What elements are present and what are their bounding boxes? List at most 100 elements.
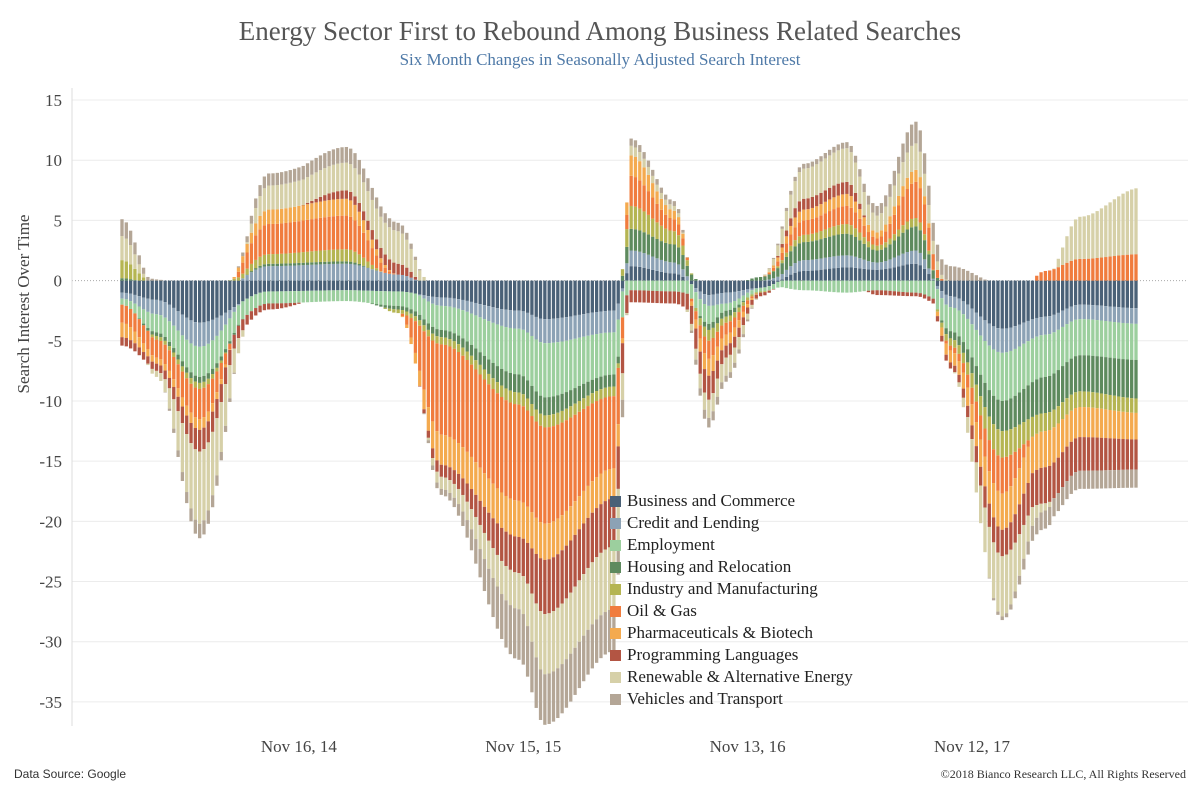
bar-segment: [279, 172, 284, 185]
bar-segment: [884, 231, 888, 243]
bar-segment: [517, 573, 521, 610]
bar-segment: [569, 316, 573, 340]
bar-segment: [163, 340, 167, 345]
bar-segment: [612, 546, 616, 610]
bar-segment: [961, 342, 966, 353]
bar-segment: [875, 238, 879, 246]
bar-segment: [1069, 280, 1073, 307]
bar-segment: [737, 337, 741, 350]
bar-segment: [271, 291, 275, 304]
bar-segment: [875, 232, 879, 239]
bar-segment: [185, 317, 189, 340]
bar-segment: [767, 272, 771, 275]
bar-segment: [487, 478, 491, 513]
bar-segment: [767, 268, 771, 269]
bar-segment: [331, 192, 336, 200]
bar-segment: [1043, 334, 1048, 377]
bar-segment: [418, 280, 422, 295]
bar-segment: [711, 280, 715, 295]
bar-segment: [370, 230, 374, 240]
bar-segment: [914, 121, 918, 144]
bar-segment: [353, 290, 357, 302]
bar-segment: [646, 166, 651, 175]
bar-segment: [1039, 467, 1043, 504]
bar-segment: [521, 538, 525, 577]
bar-segment: [439, 344, 443, 435]
bar-segment: [668, 291, 672, 304]
bar-segment: [185, 280, 189, 318]
bar-segment: [461, 280, 465, 300]
bar-segment: [305, 219, 310, 252]
bar-segment: [1073, 408, 1078, 439]
bar-segment: [840, 148, 845, 183]
bar-segment: [357, 254, 361, 264]
bar-segment: [866, 224, 871, 233]
bar-segment: [651, 197, 655, 219]
bar-segment: [1065, 308, 1069, 325]
bar-segment: [469, 529, 474, 551]
bar-segment: [500, 309, 504, 326]
bar-segment: [879, 249, 884, 263]
bar-segment: [327, 249, 331, 262]
bar-segment: [1104, 306, 1108, 322]
bar-segment: [866, 247, 871, 262]
bar-segment: [927, 296, 931, 301]
bar-segment: [983, 486, 987, 508]
bar-segment: [1004, 280, 1009, 329]
bar-segment: [543, 559, 547, 615]
bar-segment: [784, 276, 789, 281]
bar-segment: [582, 408, 586, 491]
bar-segment: [215, 371, 219, 393]
bar-segment: [922, 153, 927, 174]
bar-segment: [1125, 397, 1130, 413]
bar-segment: [806, 209, 810, 221]
bar-segment: [547, 523, 551, 560]
bar-segment: [487, 512, 491, 541]
bar-segment: [776, 243, 780, 246]
bar-segment: [806, 163, 810, 169]
bar-segment: [193, 387, 198, 418]
bar-segment: [185, 367, 189, 373]
bar-segment: [659, 280, 664, 292]
bar-segment: [556, 412, 560, 425]
bar-segment: [422, 331, 426, 390]
bar-segment: [702, 369, 707, 393]
bar-segment: [456, 280, 461, 300]
bar-segment: [961, 352, 966, 364]
bar-segment: [422, 298, 426, 320]
bar-segment: [530, 416, 534, 513]
bar-segment: [431, 333, 435, 341]
bar-segment: [866, 241, 871, 248]
bar-segment: [456, 352, 461, 444]
bar-segment: [124, 280, 128, 293]
bar-segment: [357, 265, 361, 281]
bar-segment: [133, 242, 137, 255]
bar-segment: [310, 174, 314, 201]
bar-segment: [1112, 410, 1117, 439]
bar-segment: [689, 323, 694, 331]
bar-segment: [737, 327, 741, 338]
bar-segment: [715, 346, 720, 361]
bar-segment: [392, 273, 396, 275]
bar-segment: [1039, 377, 1043, 414]
bar-segment: [840, 280, 845, 293]
bar-segment: [133, 303, 137, 314]
bar-segment: [607, 280, 612, 311]
bar-segment: [193, 375, 198, 382]
bar-segment: [1078, 470, 1082, 489]
bar-segment: [1004, 328, 1009, 353]
bar-segment: [543, 415, 547, 428]
bar-segment: [556, 342, 560, 396]
bar-segment: [202, 417, 206, 428]
data-source-note: Data Source: Google: [14, 767, 127, 781]
bar-segment: [180, 397, 185, 407]
bar-segment: [448, 297, 452, 307]
bar-segment: [232, 311, 236, 333]
bar-segment: [905, 280, 909, 293]
bar-segment: [681, 255, 685, 270]
bar-segment: [137, 306, 141, 319]
bar-segment: [443, 297, 448, 307]
bar-segment: [905, 252, 909, 265]
bar-segment: [590, 312, 594, 335]
bar-segment: [780, 243, 784, 248]
